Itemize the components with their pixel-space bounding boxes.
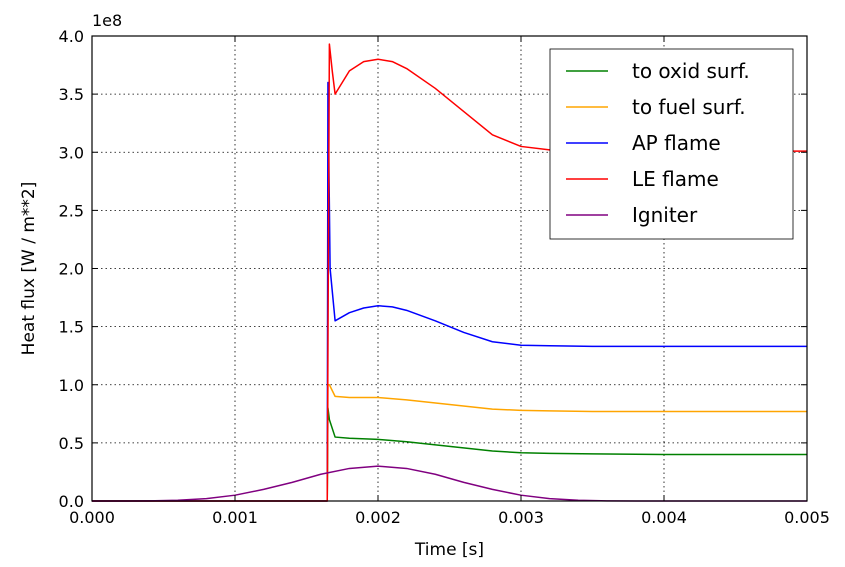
legend-box xyxy=(549,48,794,240)
legend-entry-label: AP flame xyxy=(632,131,721,155)
legend-entry-label: LE flame xyxy=(632,167,719,191)
x-axis-label: Time [s] xyxy=(414,540,484,560)
y-tick-label: 2.5 xyxy=(59,201,84,220)
x-tick-label: 0.002 xyxy=(355,508,401,527)
legend: to oxid surf. to fuel surf. AP flame LE fla… xyxy=(549,48,794,240)
y-tick-label: 1.0 xyxy=(59,376,84,395)
y-tick-label: 3.0 xyxy=(59,143,84,162)
x-tick-label: 0.000 xyxy=(69,508,115,527)
y-axis-offset-label: 1e8 xyxy=(92,11,122,30)
series-line-igniter xyxy=(92,465,807,502)
y-tick-label: 0.5 xyxy=(59,434,84,453)
y-tick-label: 2.0 xyxy=(59,260,84,279)
x-tick-label: 0.004 xyxy=(641,508,687,527)
legend-entry-label: Igniter xyxy=(632,203,698,227)
y-tick-label: 1.5 xyxy=(59,318,84,337)
x-tick-label: 0.003 xyxy=(498,508,544,527)
x-tick-label: 0.005 xyxy=(784,508,830,527)
legend-entry-label: to oxid surf. xyxy=(632,59,750,83)
legend-entry-label: to fuel surf. xyxy=(632,95,746,119)
y-tick-label: 3.5 xyxy=(59,85,84,104)
y-axis-label: Heat flux [W / m**2] xyxy=(19,182,39,356)
y-tick-label: 4.0 xyxy=(59,27,84,46)
axis-ticks: 0.000 0.001 0.002 0.003 0.004 0.005 0.0 0.5 1.0 1… xyxy=(59,27,830,527)
x-tick-label: 0.001 xyxy=(212,508,258,527)
y-tick-label: 0.0 xyxy=(59,492,84,511)
series-line-to-oxid-surf xyxy=(92,407,807,502)
